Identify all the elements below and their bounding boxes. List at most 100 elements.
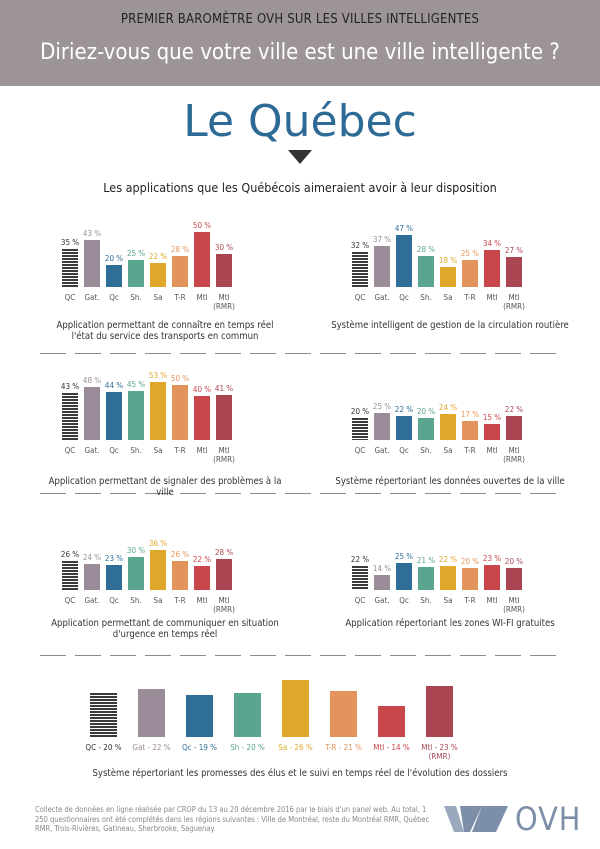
category-label: Mtl (196, 596, 208, 605)
category-label: QC (354, 596, 366, 605)
value-label: 41 % (214, 383, 234, 393)
value-label: 28 % (170, 245, 190, 255)
arrow-down (288, 150, 312, 164)
bar (84, 563, 100, 590)
bar (506, 568, 522, 590)
bar (418, 418, 434, 440)
category-label: Gat. (374, 446, 390, 455)
bar (462, 259, 478, 287)
category-label: Mtl (486, 446, 498, 455)
category-label: Sa (153, 293, 163, 302)
bar (150, 550, 166, 590)
bar (506, 415, 522, 440)
category-label: T-R (464, 596, 476, 605)
chart-caption: Application permettant de communiquer en… (51, 618, 279, 640)
bar (172, 256, 188, 287)
value-label: 36 % (148, 539, 168, 549)
bar (172, 561, 188, 590)
category-label: Mtl (RMR) (213, 596, 235, 614)
value-label: 25 % (126, 248, 146, 258)
chart-caption: Application permettant de connaître en t… (56, 320, 274, 342)
category-label: Mtl (486, 596, 498, 605)
category-label: Sh. (130, 596, 142, 605)
bar (186, 695, 213, 737)
bar (426, 686, 453, 737)
bar (352, 251, 368, 287)
category-label: QC (64, 293, 76, 302)
bar (484, 564, 500, 590)
value-label: 20 % (350, 407, 370, 416)
bar (418, 256, 434, 287)
value-label: 28 % (214, 548, 234, 558)
value-label: QC - 20 % (85, 743, 122, 752)
category-label: Mtl (RMR) (503, 293, 525, 311)
bar (62, 248, 78, 287)
value-label: 26 % (60, 550, 80, 560)
bar (62, 561, 78, 590)
category-label: Gat. (84, 293, 100, 302)
logo-text: OVH (515, 800, 582, 838)
category-label: T-R (174, 293, 186, 302)
bar (128, 390, 144, 440)
subtitle: Les applications que les Québécois aimer… (103, 180, 497, 195)
category-label: Sh. (130, 293, 142, 302)
category-label: Mtl (196, 293, 208, 302)
value-label: 18 % (438, 256, 458, 266)
bar (84, 387, 100, 440)
category-label: Sh. (420, 446, 432, 455)
value-label: 27 % (504, 246, 524, 256)
value-label: 45 % (126, 379, 146, 389)
question: Diriez-vous que votre ville est une vill… (40, 40, 560, 65)
category-label: T-R (174, 446, 186, 455)
value-label: 25 % (372, 401, 392, 411)
bar (194, 565, 210, 590)
separator (40, 655, 560, 656)
category-label: T-R (464, 293, 476, 302)
category-label: Sa (443, 293, 453, 302)
value-label: 17 % (460, 410, 480, 420)
category-label: Mtl (RMR) (213, 446, 235, 464)
bar (330, 690, 357, 737)
chart-caption: Application permettant de signaler des p… (48, 476, 282, 498)
value-label: 23 % (104, 553, 124, 563)
bar (352, 418, 368, 440)
value-label: 24 % (438, 402, 458, 412)
value-label: 35 % (60, 237, 80, 247)
category-label: Sh. (130, 446, 142, 455)
bar (234, 693, 261, 737)
bar (84, 239, 100, 287)
bar (440, 413, 456, 440)
value-label: 43 % (82, 228, 102, 238)
value-label: 20 % (460, 557, 480, 566)
value-label: 48 % (82, 376, 102, 386)
value-label: 21 % (416, 555, 436, 565)
value-label: 30 % (214, 243, 234, 252)
value-label: 47 % (394, 224, 414, 234)
category-label: Gat. (374, 596, 390, 605)
bar (216, 254, 232, 287)
category-label: T-R (174, 596, 186, 605)
value-label: 22 % (394, 404, 414, 414)
value-label: 24 % (82, 552, 102, 562)
category-label: Mtl (RMR) (213, 293, 235, 311)
value-label: Sh - 20 % (230, 743, 265, 752)
separator (40, 353, 560, 354)
category-label: T-R (464, 446, 476, 455)
bar (396, 235, 412, 287)
logo-mark (444, 806, 508, 832)
bar (484, 423, 500, 440)
value-label: 44 % (104, 380, 124, 390)
bar (352, 565, 368, 590)
bar (418, 566, 434, 590)
category-label: Mtl (RMR) (503, 446, 525, 464)
value-label: 34 % (482, 238, 502, 248)
chart-caption: Application répertoriant les zones WI-FI… (345, 618, 555, 629)
category-label: Mtl (196, 446, 208, 455)
bar (106, 564, 122, 590)
bar (106, 391, 122, 440)
value-label: 28 % (416, 245, 436, 255)
bar (396, 415, 412, 440)
separator (40, 493, 560, 494)
chart-caption: Système répertoriant les promesses des é… (92, 768, 508, 779)
